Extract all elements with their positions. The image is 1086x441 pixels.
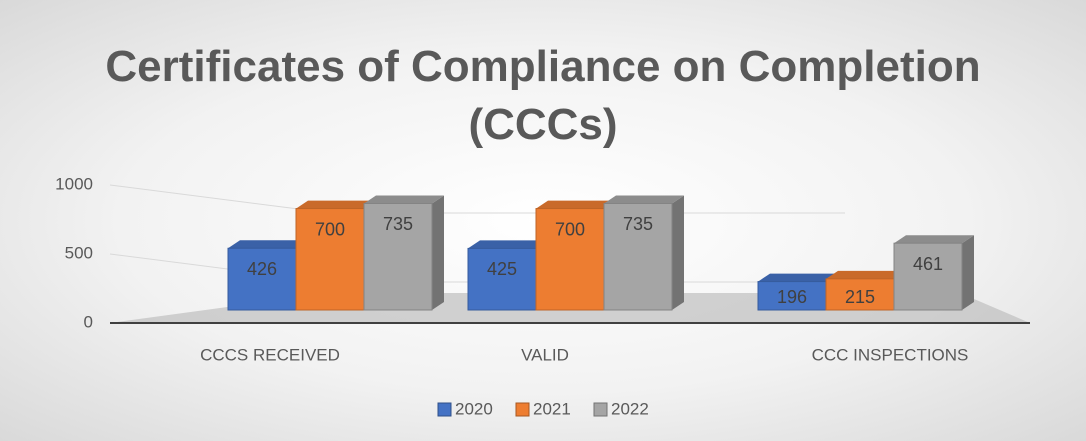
legend-label: 2022 [611,399,649,418]
bar-top [604,195,684,204]
y-tick-label: 1000 [55,174,93,193]
bar-top [536,200,616,209]
legend-swatch [515,402,530,417]
chart-title: Certificates of Compliance on Completion… [105,42,981,149]
bar-top [758,273,838,282]
data-label: 426 [247,259,277,279]
bar-top [364,195,444,204]
data-label: 735 [383,214,413,234]
bar-top [228,240,308,249]
data-label: 215 [845,287,875,307]
data-label: 196 [777,287,807,307]
bar [467,247,537,311]
grid-line [109,184,331,214]
legend-label: 2021 [533,399,571,418]
legend-label: 2020 [455,399,493,418]
x-tick-label: VALID [521,345,569,364]
bar-top [894,235,974,244]
data-label: 700 [555,219,585,239]
data-label: 425 [487,259,517,279]
bar-top [826,270,906,279]
bar [757,281,827,311]
legend-swatch [593,402,608,417]
y-tick-label: 500 [65,243,93,262]
bar-side [672,195,684,310]
y-tick-label: 0 [84,312,93,331]
data-label: 461 [913,254,943,274]
data-label: 700 [315,219,345,239]
bar [825,278,895,311]
x-tick-label: CCCS RECEIVED [200,345,340,364]
bar [363,202,433,311]
bar-top [468,240,548,249]
bar-side [962,235,974,310]
bar-top [296,200,376,209]
x-tick-label: CCC INSPECTIONS [812,345,969,364]
bar [535,208,605,311]
bar [893,242,963,311]
bar-side [432,195,444,310]
data-label: 735 [623,214,653,234]
bar [227,247,297,311]
legend-swatch [437,402,452,417]
bar [603,202,673,311]
